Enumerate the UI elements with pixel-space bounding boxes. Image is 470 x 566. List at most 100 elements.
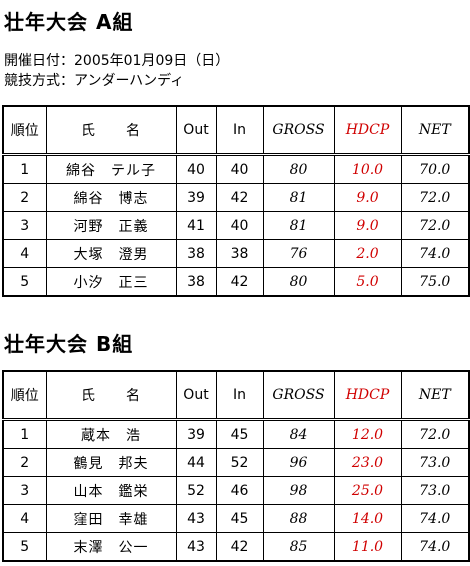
cell: 3 [2,476,47,505]
cell: 74.0 [400,239,470,268]
data-row: 2 鶴見 邦夫 44 52 96 23.0 73.0 [2,448,470,477]
data-row: 1 綿谷 テル子 40 40 80 10.0 70.0 [2,154,470,184]
cell: 38 [175,239,217,268]
header-cell: GROSS [262,105,335,156]
cell: 74.0 [400,532,470,562]
cell: 大塚 澄男 [45,239,177,268]
cell: 河野 正義 [45,211,177,240]
cell: 73.0 [400,476,470,505]
cell: 45 [215,419,264,449]
cell: 25.0 [333,476,402,505]
cell: 11.0 [333,532,402,562]
cell: 42 [215,183,264,212]
cell: 2 [2,183,47,212]
cell: 鶴見 邦夫 [45,448,177,477]
cell: 39 [175,183,217,212]
cell: 70.0 [400,154,470,184]
cell: 45 [215,504,264,533]
cell: 85 [262,532,335,562]
cell: 山本 鑑栄 [45,476,177,505]
cell: 74.0 [400,504,470,533]
cell: 43 [175,504,217,533]
data-row: 4 窪田 幸雄 43 45 88 14.0 74.0 [2,504,470,533]
cell: 5 [2,267,47,297]
header-cell: NET [400,105,470,156]
cell: 2.0 [333,239,402,268]
header-cell: GROSS [262,370,335,421]
cell: 窪田 幸雄 [45,504,177,533]
header-cell: Out [175,105,217,156]
cell: 綿谷 テル子 [45,154,177,184]
cell: 72.0 [400,211,470,240]
cell: 88 [262,504,335,533]
cell: 5.0 [333,267,402,297]
cell: 81 [262,183,335,212]
header-cell: In [215,370,264,421]
cell: 72.0 [400,419,470,449]
section-title: 壮年大会 A組 [4,10,134,34]
header-cell: HDCP [333,370,402,421]
header-cell: In [215,105,264,156]
header-row: 順位氏 名 Out In GROSS HDCP NET [2,370,470,421]
cell: 73.0 [400,448,470,477]
header-cell: 氏 名 [45,370,177,421]
cell: 23.0 [333,448,402,477]
header-cell: 氏 名 [45,105,177,156]
cell: 4 [2,239,47,268]
cell: 9.0 [333,211,402,240]
cell: 41 [175,211,217,240]
data-row: 2 綿谷 博志 39 42 81 9.0 72.0 [2,183,470,212]
cell: 40 [175,154,217,184]
cell: 81 [262,211,335,240]
data-row: 1 蔵本 浩 39 45 84 12.0 72.0 [2,419,470,449]
cell: 4 [2,504,47,533]
cell: 52 [175,476,217,505]
cell: 72.0 [400,183,470,212]
cell: 3 [2,211,47,240]
cell: 43 [175,532,217,562]
info-line: 開催日付：2005年01月09日（日） [4,53,230,69]
cell: 98 [262,476,335,505]
cell: 綿谷 博志 [45,183,177,212]
header-cell: 順位 [2,105,47,156]
cell: 42 [215,267,264,297]
info-line: 競技方式：アンダーハンディ [4,73,185,89]
cell: 14.0 [333,504,402,533]
cell: 76 [262,239,335,268]
cell: 小汐 正三 [45,267,177,297]
cell: 5 [2,532,47,562]
cell: 蔵本 浩 [45,419,177,449]
cell: 80 [262,267,335,297]
cell: 38 [175,267,217,297]
header-cell: HDCP [333,105,402,156]
data-row: 4 大塚 澄男 38 38 76 2.0 74.0 [2,239,470,268]
cell: 44 [175,448,217,477]
header-cell: Out [175,370,217,421]
table-body: 順位氏 名 Out In GROSS HDCP NET 1 蔵本 浩 39 45 84 12.0 72.… [2,370,470,562]
cell: 9.0 [333,183,402,212]
table-body: 順位氏 名 Out In GROSS HDCP NET 1 綿谷 テル子 40 40 80 10.0 7… [2,105,470,297]
cell: 1 [2,419,47,449]
cell: 40 [215,211,264,240]
results-table: 順位氏 名 Out In GROSS HDCP NET 1 綿谷 テル子 40 40 80 10.0 7… [2,105,470,297]
cell: 84 [262,419,335,449]
cell: 96 [262,448,335,477]
header-cell: 順位 [2,370,47,421]
cell: 40 [215,154,264,184]
header-row: 順位氏 名 Out In GROSS HDCP NET [2,105,470,156]
cell: 52 [215,448,264,477]
cell: 末澤 公一 [45,532,177,562]
cell: 10.0 [333,154,402,184]
data-row: 5 小汐 正三 38 42 80 5.0 75.0 [2,267,470,297]
cell: 75.0 [400,267,470,297]
cell: 38 [215,239,264,268]
data-row: 3 山本 鑑栄 52 46 98 25.0 73.0 [2,476,470,505]
cell: 1 [2,154,47,184]
data-row: 3 河野 正義 41 40 81 9.0 72.0 [2,211,470,240]
section-title: 壮年大会 B組 [4,332,134,356]
cell: 12.0 [333,419,402,449]
cell: 46 [215,476,264,505]
cell: 2 [2,448,47,477]
cell: 39 [175,419,217,449]
